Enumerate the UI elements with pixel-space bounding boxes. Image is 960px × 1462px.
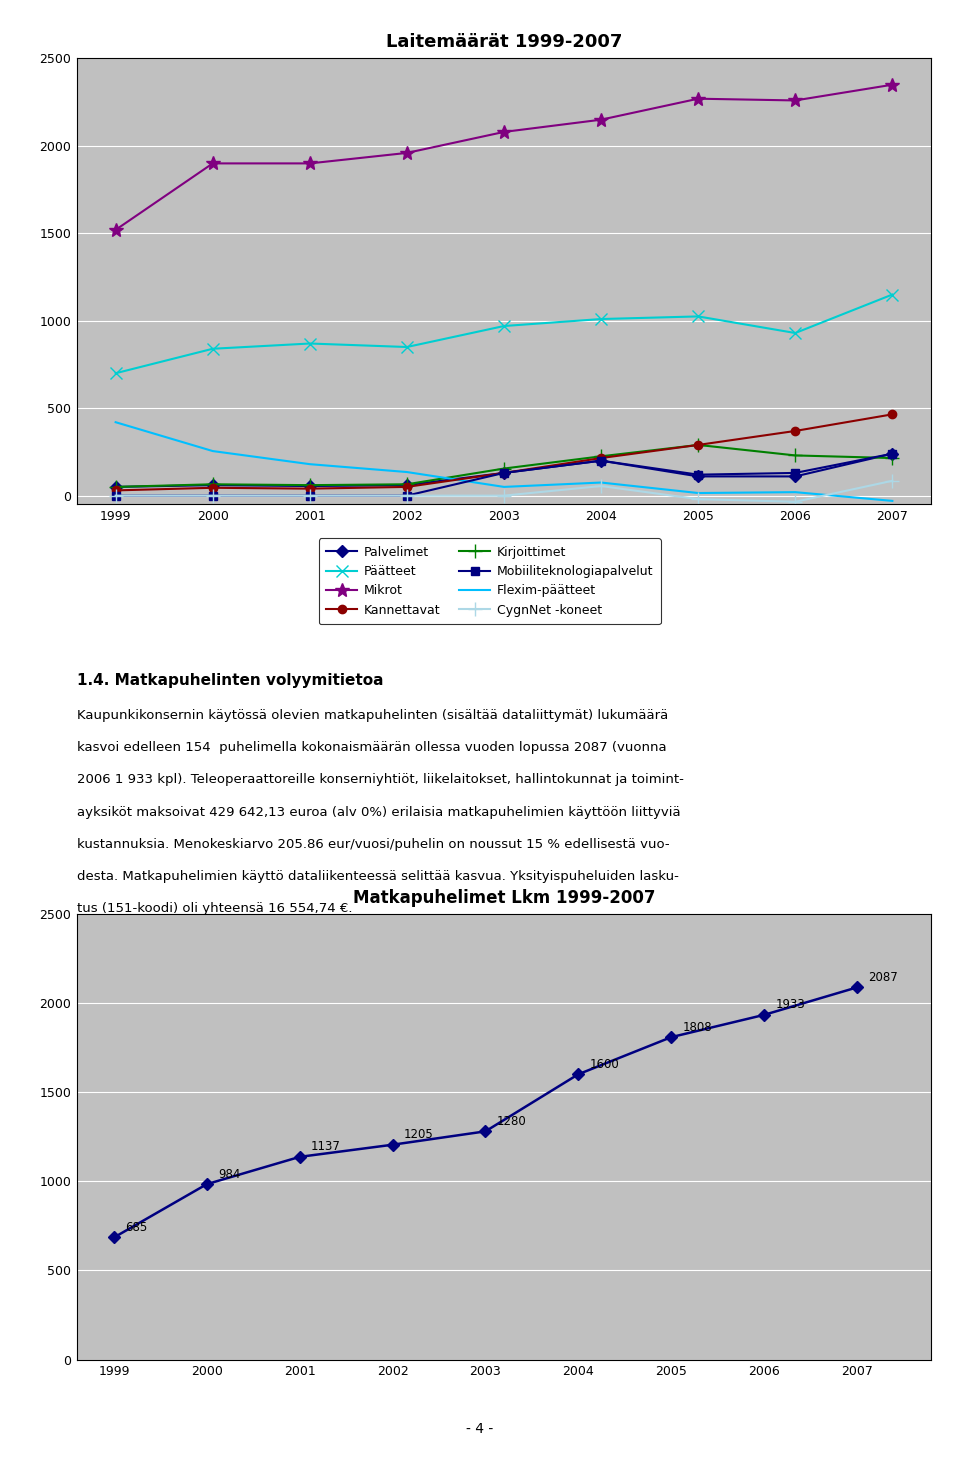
Title: Matkapuhelimet Lkm 1999-2007: Matkapuhelimet Lkm 1999-2007	[352, 889, 656, 906]
Text: kasvoi edelleen 154  puhelimella kokonaismäärän ollessa vuoden lopussa 2087 (vuo: kasvoi edelleen 154 puhelimella kokonais…	[77, 741, 666, 754]
Text: 1933: 1933	[775, 999, 804, 1012]
Text: kustannuksia. Menokeskiarvo 205.86 eur/vuosi/puhelin on noussut 15 % edellisestä: kustannuksia. Menokeskiarvo 205.86 eur/v…	[77, 838, 669, 851]
Text: 1.4. Matkapuhelinten volyymitietoa: 1.4. Matkapuhelinten volyymitietoa	[77, 673, 383, 687]
Text: ayksiköt maksoivat 429 642,13 euroa (alv 0%) erilaisia matkapuhelimien käyttöön : ayksiköt maksoivat 429 642,13 euroa (alv…	[77, 806, 681, 819]
Text: 1137: 1137	[311, 1140, 341, 1154]
Text: tus (151-koodi) oli yhteensä 16 554,74 €.: tus (151-koodi) oli yhteensä 16 554,74 €…	[77, 902, 352, 915]
Text: 984: 984	[218, 1168, 240, 1181]
Text: Kaupunkikonsernin käytössä olevien matkapuhelinten (sisältää dataliittymät) luku: Kaupunkikonsernin käytössä olevien matka…	[77, 709, 668, 722]
Text: - 4 -: - 4 -	[467, 1421, 493, 1436]
Text: 2087: 2087	[868, 971, 898, 984]
Text: 1280: 1280	[496, 1116, 526, 1127]
Text: 685: 685	[125, 1221, 147, 1234]
Title: Laitemäärät 1999-2007: Laitemäärät 1999-2007	[386, 34, 622, 51]
Legend: Palvelimet, Päätteet, Mikrot, Kannettavat, Kirjoittimet, Mobiiliteknologiapalvel: Palvelimet, Päätteet, Mikrot, Kannettava…	[319, 538, 660, 624]
Text: 1600: 1600	[589, 1057, 619, 1070]
Text: 1205: 1205	[404, 1129, 434, 1142]
Text: 2006 1 933 kpl). Teleoperaattoreille konserniyhtiöt, liikelaitokset, hallintokun: 2006 1 933 kpl). Teleoperaattoreille kon…	[77, 773, 684, 787]
Text: desta. Matkapuhelimien käyttö dataliikenteessä selittää kasvua. Yksityispuheluid: desta. Matkapuhelimien käyttö dataliiken…	[77, 870, 679, 883]
Text: 1808: 1808	[683, 1020, 712, 1034]
